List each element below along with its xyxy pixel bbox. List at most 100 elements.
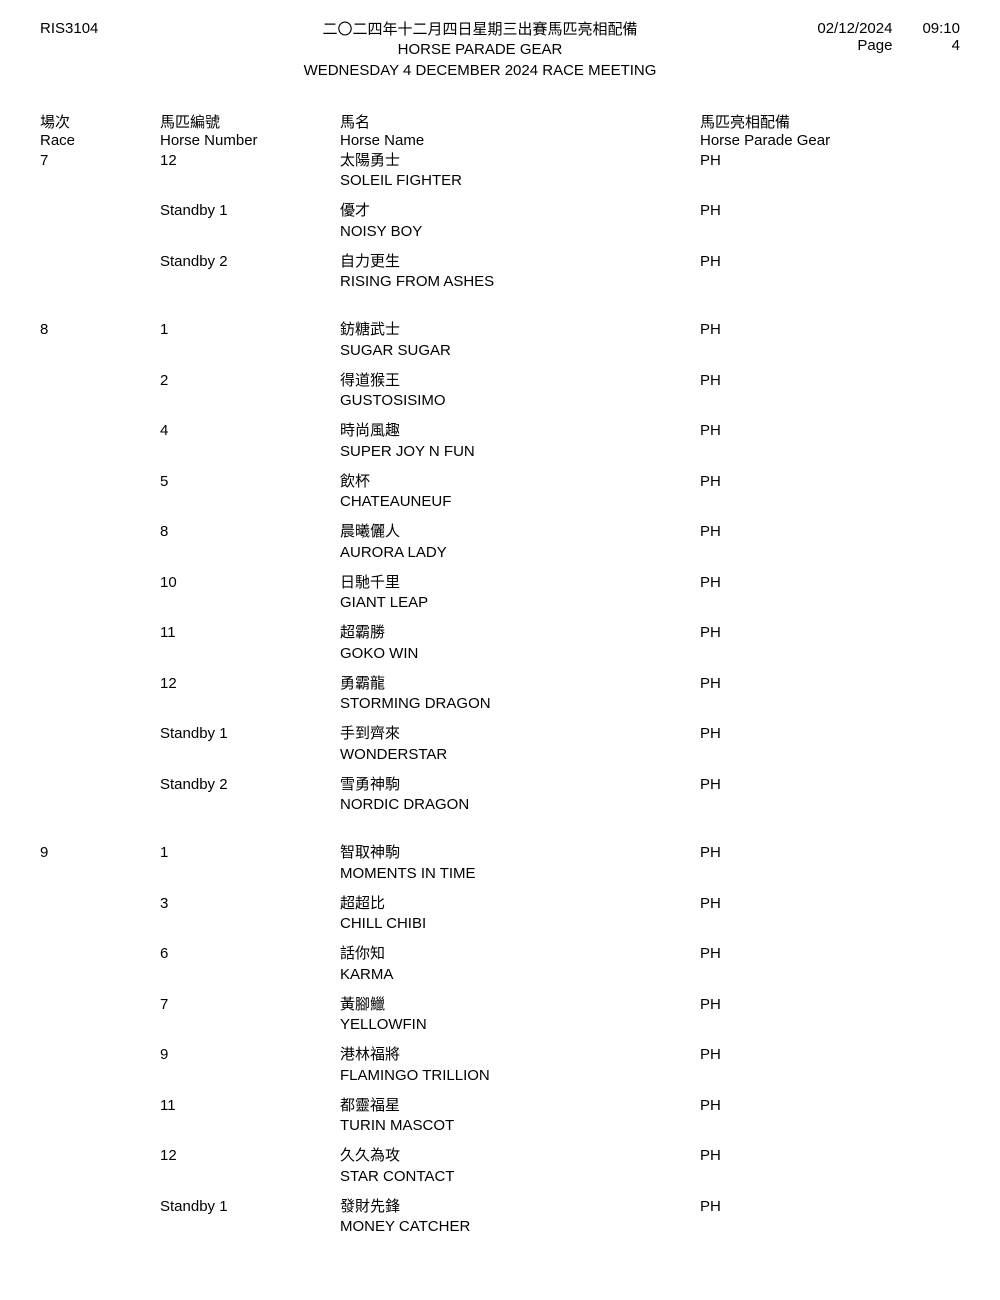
horse-name-cn-cell: 都靈福星 bbox=[340, 1096, 700, 1116]
horse-name-cn-cell: 晨曦儷人 bbox=[340, 522, 700, 542]
header-meta: 02/12/2024 Page 09:10 4 bbox=[760, 20, 960, 54]
horse-entry: Standby 1手到齊來PHWONDERSTAR bbox=[40, 724, 960, 765]
race-number-cell: 9 bbox=[40, 843, 160, 863]
entry-row-1: 3超超比PH bbox=[40, 894, 960, 914]
horse-name-cn-cell: 智取神駒 bbox=[340, 843, 700, 863]
horse-name-en-cell: STORMING DRAGON bbox=[340, 694, 700, 714]
entry-row-1: 11都靈福星PH bbox=[40, 1096, 960, 1116]
horse-entry: 5飲杯PHCHATEAUNEUF bbox=[40, 472, 960, 513]
horse-name-en-cell: SUPER JOY N FUN bbox=[340, 442, 700, 462]
horse-name-en-cell: MONEY CATCHER bbox=[340, 1217, 700, 1237]
entry-row-2: SUGAR SUGAR bbox=[40, 341, 960, 361]
race-number-cell bbox=[40, 894, 160, 914]
race-block: 81鈁糖武士PHSUGAR SUGAR 2得道猴王PHGUSTOSISIMO 4時尚… bbox=[40, 320, 960, 815]
entry-row-2: STORMING DRAGON bbox=[40, 694, 960, 714]
entry-row-1: 8晨曦儷人PH bbox=[40, 522, 960, 542]
page-number: 4 bbox=[922, 37, 960, 54]
horse-number-cell: 8 bbox=[160, 522, 340, 542]
race-number-cell bbox=[40, 371, 160, 391]
entry-row-2: TURIN MASCOT bbox=[40, 1116, 960, 1136]
horse-number-cell: Standby 2 bbox=[160, 252, 340, 272]
horse-entry: 2得道猴王PHGUSTOSISIMO bbox=[40, 371, 960, 412]
horse-entry: 6話你知PHKARMA bbox=[40, 944, 960, 985]
horse-name-cn-cell: 鈁糖武士 bbox=[340, 320, 700, 340]
entry-row-1: 712太陽勇士PH bbox=[40, 151, 960, 171]
entry-row-2: AURORA LADY bbox=[40, 543, 960, 563]
race-block: 91智取神駒PHMOMENTS IN TIME3超超比PHCHILL CHIBI… bbox=[40, 843, 960, 1237]
page-label: Page bbox=[817, 37, 892, 54]
horse-number-cell: 9 bbox=[160, 1045, 340, 1065]
gear-cell: PH bbox=[700, 522, 960, 542]
race-number-cell bbox=[40, 724, 160, 744]
horse-name-cn-cell: 時尚風趣 bbox=[340, 421, 700, 441]
col-race-cn: 場次 bbox=[40, 111, 160, 132]
race-number-cell bbox=[40, 1045, 160, 1065]
entry-row-1: 81鈁糖武士PH bbox=[40, 320, 960, 340]
horse-name-en-cell: CHILL CHIBI bbox=[340, 914, 700, 934]
gear-cell: PH bbox=[700, 894, 960, 914]
entry-row-1: 6話你知PH bbox=[40, 944, 960, 964]
horse-number-cell: 5 bbox=[160, 472, 340, 492]
horse-number-cell: 2 bbox=[160, 371, 340, 391]
horse-number-cell: Standby 2 bbox=[160, 775, 340, 795]
race-number-cell bbox=[40, 995, 160, 1015]
title-cn: 二〇二四年十二月四日星期三出賽馬匹亮相配備 bbox=[200, 20, 760, 40]
entry-row-1: 4時尚風趣PH bbox=[40, 421, 960, 441]
horse-entry: 10日馳千里PHGIANT LEAP bbox=[40, 573, 960, 614]
horse-entry: 81鈁糖武士PHSUGAR SUGAR bbox=[40, 320, 960, 361]
horse-name-cn-cell: 港林福將 bbox=[340, 1045, 700, 1065]
entry-row-1: 12勇霸龍PH bbox=[40, 674, 960, 694]
horse-entry: Standby 2自力更生PHRISING FROM ASHES bbox=[40, 252, 960, 293]
horse-name-cn-cell: 超霸勝 bbox=[340, 623, 700, 643]
horse-entry: 11都靈福星PHTURIN MASCOT bbox=[40, 1096, 960, 1137]
race-number-cell bbox=[40, 1197, 160, 1217]
horse-number-cell: Standby 1 bbox=[160, 1197, 340, 1217]
horse-name-en-cell: WONDERSTAR bbox=[340, 745, 700, 765]
entry-row-1: Standby 1手到齊來PH bbox=[40, 724, 960, 744]
gear-cell: PH bbox=[700, 944, 960, 964]
horse-name-en-cell: CHATEAUNEUF bbox=[340, 492, 700, 512]
gear-cell: PH bbox=[700, 472, 960, 492]
entry-row-1: 5飲杯PH bbox=[40, 472, 960, 492]
race-number-cell bbox=[40, 252, 160, 272]
entry-row-1: 7黃腳鱲PH bbox=[40, 995, 960, 1015]
horse-number-cell: Standby 1 bbox=[160, 201, 340, 221]
gear-cell: PH bbox=[700, 1045, 960, 1065]
horse-entry: 3超超比PHCHILL CHIBI bbox=[40, 894, 960, 935]
entry-row-2: NOISY BOY bbox=[40, 222, 960, 242]
entry-row-2: WONDERSTAR bbox=[40, 745, 960, 765]
horse-entry: 12久久為攻PHSTAR CONTACT bbox=[40, 1146, 960, 1187]
horse-name-cn-cell: 話你知 bbox=[340, 944, 700, 964]
horse-entry: Standby 1發財先鋒PHMONEY CATCHER bbox=[40, 1197, 960, 1238]
entry-row-1: Standby 1發財先鋒PH bbox=[40, 1197, 960, 1217]
race-number-cell bbox=[40, 522, 160, 542]
horse-name-en-cell: MOMENTS IN TIME bbox=[340, 864, 700, 884]
entry-row-1: 2得道猴王PH bbox=[40, 371, 960, 391]
entry-row-2: KARMA bbox=[40, 965, 960, 985]
gear-cell: PH bbox=[700, 421, 960, 441]
gear-cell: PH bbox=[700, 1096, 960, 1116]
horse-entry: Standby 1優才PHNOISY BOY bbox=[40, 201, 960, 242]
entry-row-2: MONEY CATCHER bbox=[40, 1217, 960, 1237]
horse-entry: 12勇霸龍PHSTORMING DRAGON bbox=[40, 674, 960, 715]
entry-row-2: SUPER JOY N FUN bbox=[40, 442, 960, 462]
horse-number-cell: Standby 1 bbox=[160, 724, 340, 744]
horse-name-en-cell: SOLEIL FIGHTER bbox=[340, 171, 700, 191]
horse-name-en-cell: NOISY BOY bbox=[340, 222, 700, 242]
title-en-1: HORSE PARADE GEAR bbox=[200, 40, 760, 60]
horse-entry: 8晨曦儷人PHAURORA LADY bbox=[40, 522, 960, 563]
horse-name-cn-cell: 優才 bbox=[340, 201, 700, 221]
race-number-cell bbox=[40, 623, 160, 643]
horse-entry: 4時尚風趣PHSUPER JOY N FUN bbox=[40, 421, 960, 462]
col-name-en: Horse Name bbox=[340, 132, 700, 149]
horse-name-en-cell: TURIN MASCOT bbox=[340, 1116, 700, 1136]
entry-row-2: GUSTOSISIMO bbox=[40, 391, 960, 411]
horse-number-cell: 6 bbox=[160, 944, 340, 964]
race-number-cell bbox=[40, 472, 160, 492]
horse-name-cn-cell: 自力更生 bbox=[340, 252, 700, 272]
col-gear-en: Horse Parade Gear bbox=[700, 132, 960, 149]
gear-cell: PH bbox=[700, 843, 960, 863]
race-number-cell bbox=[40, 1096, 160, 1116]
gear-cell: PH bbox=[700, 1197, 960, 1217]
entry-row-2: RISING FROM ASHES bbox=[40, 272, 960, 292]
